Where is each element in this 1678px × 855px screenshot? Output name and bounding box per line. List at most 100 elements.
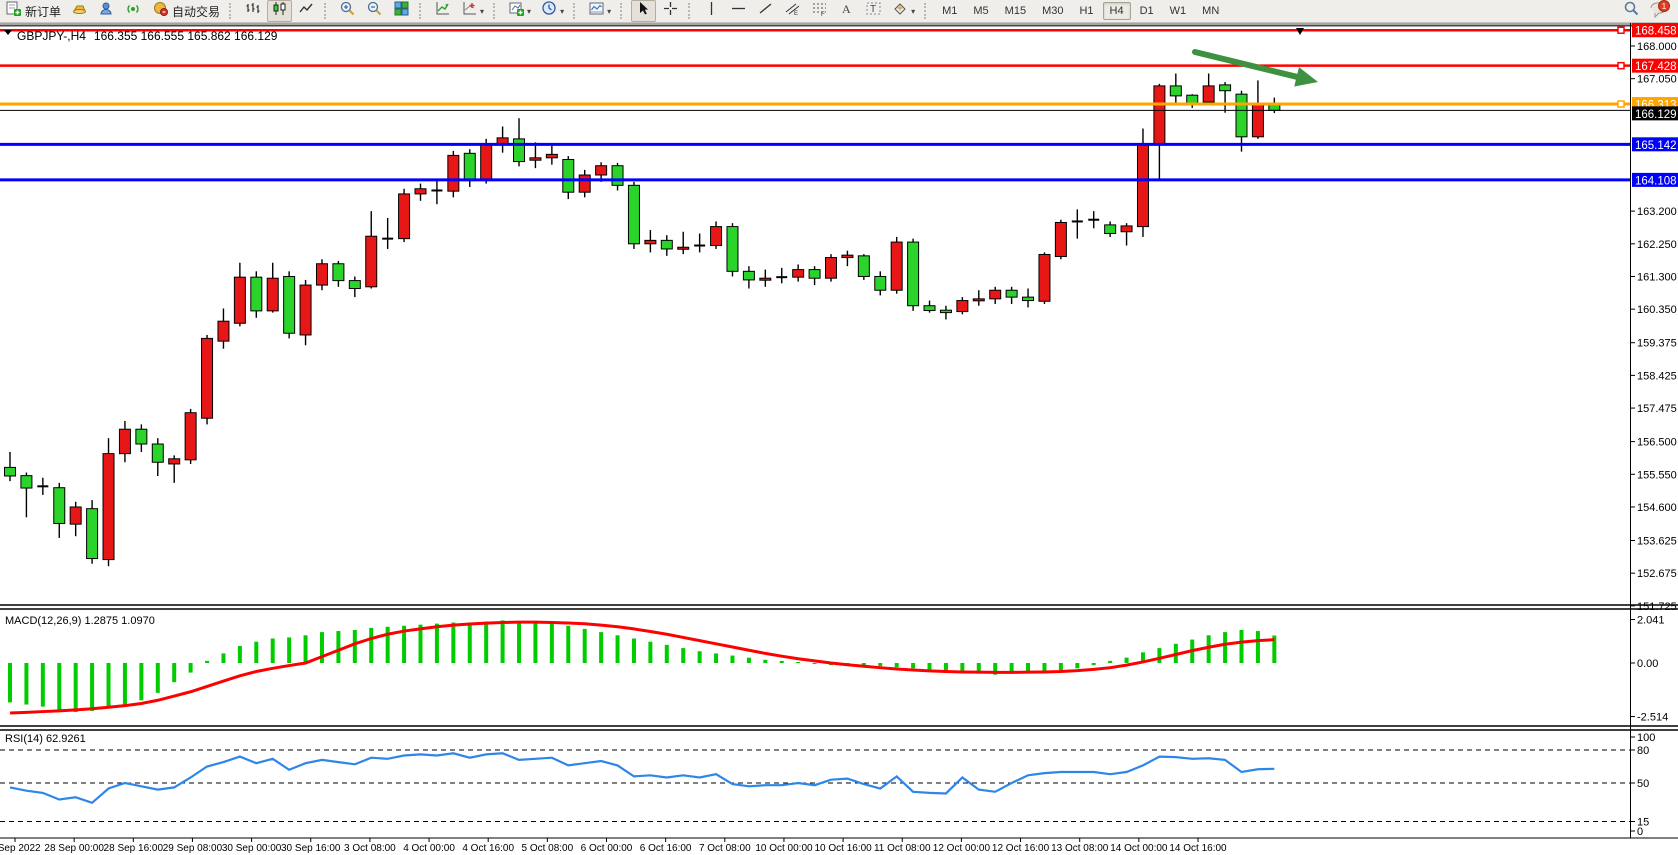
profiles-icon xyxy=(541,0,558,22)
gold-button[interactable] xyxy=(67,0,92,22)
text-button[interactable]: A xyxy=(834,0,859,22)
timeframe-h4-button[interactable]: H4 xyxy=(1102,2,1131,20)
vline-button[interactable] xyxy=(699,0,724,22)
rsi-axis-label: 15 xyxy=(1637,817,1649,829)
text-label-button[interactable]: T xyxy=(861,0,886,22)
contact-button[interactable] xyxy=(94,0,119,22)
fibonacci-icon: F xyxy=(811,0,828,22)
price-badge-165.142 xyxy=(1632,137,1678,152)
zoom-out-button[interactable] xyxy=(362,0,387,22)
signal-icon xyxy=(125,0,142,22)
shapes-button[interactable]: ▾ xyxy=(888,0,919,22)
timeframe-d1-button[interactable]: D1 xyxy=(1139,5,1154,17)
hline-handle[interactable] xyxy=(1617,26,1625,34)
trend-arrow-annotation[interactable] xyxy=(1192,49,1318,87)
hline-button[interactable] xyxy=(726,0,751,22)
price-tick-label: 152.675 xyxy=(1637,568,1677,580)
price-axis[interactable]: 168.000 167.050 163.200 162.250 161.300 160.3… xyxy=(1630,23,1678,838)
profiles-button[interactable]: ▾ xyxy=(537,0,568,22)
rsi-axis-label: 100 xyxy=(1637,732,1655,744)
time-tick-label: 6 Oct 16:00 xyxy=(640,843,692,854)
text-icon: A xyxy=(838,0,855,22)
svg-text:F: F xyxy=(821,12,825,17)
line-chart-icon xyxy=(298,0,315,22)
time-tick-label: 12 Oct 16:00 xyxy=(992,843,1050,854)
chevron-down-icon: ▾ xyxy=(480,6,485,16)
autotrade-icon xyxy=(152,0,169,22)
timeframe-m1-button[interactable]: M1 xyxy=(942,5,958,17)
trendline-button[interactable] xyxy=(753,0,778,22)
chevron-down-icon: ▾ xyxy=(527,6,532,16)
chevron-down-icon: ▾ xyxy=(911,6,916,16)
channel-button[interactable]: E xyxy=(780,0,805,22)
line-chart-button[interactable] xyxy=(294,0,319,22)
price-tick-label: 156.500 xyxy=(1637,437,1677,449)
zoom-in-button[interactable] xyxy=(335,0,360,22)
time-tick-label: 13 Oct 08:00 xyxy=(1051,843,1109,854)
time-tick-label: 11 Oct 08:00 xyxy=(874,843,931,854)
price-badge-167.428 xyxy=(1632,58,1678,73)
svg-text:T: T xyxy=(870,4,876,15)
cursor-button[interactable] xyxy=(631,0,657,22)
objects-button[interactable]: ▾ xyxy=(457,0,488,22)
crosshair-button[interactable] xyxy=(658,0,683,22)
time-tick-label: 6 Oct 00:00 xyxy=(581,843,633,854)
time-tick-label: 7 Sep 2022 xyxy=(0,843,41,854)
time-tick-label: 10 Oct 00:00 xyxy=(755,843,813,854)
toolbar-separator xyxy=(229,3,234,19)
indicator-window-icon xyxy=(588,0,605,22)
macd-axis-label: 0.00 xyxy=(1637,658,1658,670)
zoom-out-icon xyxy=(366,0,383,22)
toolbar-separator xyxy=(924,3,929,19)
fibonacci-button[interactable]: F xyxy=(807,0,832,22)
rsi-line xyxy=(9,752,1275,805)
rsi-axis-label: 0 xyxy=(1637,826,1643,838)
price-badge-168.458-label: 168.458 xyxy=(1635,26,1677,38)
hline-handle[interactable] xyxy=(1617,61,1625,70)
indicator-window-button[interactable]: ▾ xyxy=(584,0,615,22)
text-label-icon: T xyxy=(865,0,882,22)
down-marker-icon[interactable] xyxy=(1296,28,1304,35)
hline-handle[interactable] xyxy=(1617,100,1625,108)
signal-button[interactable] xyxy=(121,0,146,22)
toolbar-separator xyxy=(620,3,625,19)
new-order-icon xyxy=(5,0,22,22)
time-tick-label: 5 Oct 08:00 xyxy=(521,843,573,854)
timeframe-m30-button[interactable]: M30 xyxy=(1042,5,1064,17)
timeframe-m15-button[interactable]: M15 xyxy=(1004,5,1027,17)
bar-chart-icon xyxy=(244,0,261,22)
zoom-in-icon xyxy=(339,0,356,22)
new-chart-button[interactable]: ▾ xyxy=(504,0,535,22)
macd-axis-label: -2.514 xyxy=(1637,712,1668,724)
new-order-button[interactable]: 新订单 xyxy=(1,0,65,22)
channel-icon: E xyxy=(784,0,801,22)
time-tick-label: 14 Oct 16:00 xyxy=(1169,843,1227,854)
tile-windows-button[interactable] xyxy=(389,0,414,22)
toolbar-separator xyxy=(419,3,424,19)
time-tick-label: 30 Sep 16:00 xyxy=(281,843,341,854)
time-tick-label: 12 Oct 00:00 xyxy=(933,843,991,854)
autotrade-button[interactable]: 自动交易 xyxy=(148,0,224,22)
candlestick-icon xyxy=(271,0,288,22)
timeframe-w1-button[interactable]: W1 xyxy=(1169,5,1187,17)
horizontal-line-objects[interactable] xyxy=(0,26,1630,182)
search-icon[interactable] xyxy=(1623,0,1640,22)
timeframe-mn-button[interactable]: MN xyxy=(1202,5,1220,17)
timeframe-h1-button[interactable]: H1 xyxy=(1079,5,1094,17)
indicators-button[interactable] xyxy=(430,0,455,22)
candlestick-button[interactable] xyxy=(267,0,293,22)
svg-text:A: A xyxy=(842,2,851,16)
bar-chart-button[interactable] xyxy=(240,0,265,22)
rsi-indicator xyxy=(0,749,1630,822)
time-tick-label: 30 Sep 00:00 xyxy=(222,843,282,854)
price-tick-label: 168.000 xyxy=(1637,41,1677,53)
hline-icon xyxy=(730,0,747,22)
time-tick-label: 28 Sep 16:00 xyxy=(104,843,164,854)
time-tick-label: 7 Oct 08:00 xyxy=(699,843,751,854)
chart-collapse-icon[interactable] xyxy=(4,30,12,35)
tile-windows-icon xyxy=(393,0,410,22)
notification-bubble-icon[interactable]: 1 xyxy=(1648,0,1672,23)
timeframe-m5-button[interactable]: M5 xyxy=(973,5,989,17)
